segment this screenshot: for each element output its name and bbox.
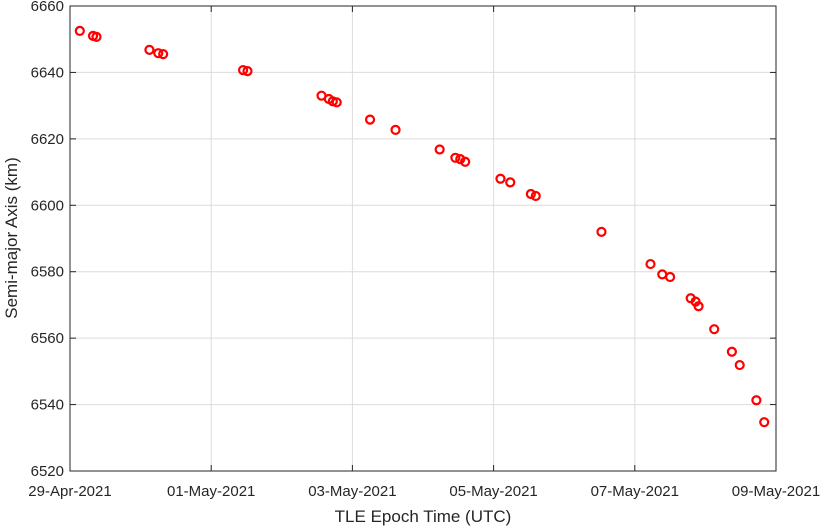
data-point	[331, 97, 342, 108]
data-point	[709, 324, 720, 335]
data-point	[434, 144, 445, 155]
y-tick-label: 6620	[31, 131, 64, 148]
data-point	[751, 395, 762, 406]
y-tick-label: 6560	[31, 330, 64, 347]
data-point	[505, 177, 516, 188]
y-axis-tick-labels: 6520 6540 6560 6580 6600 6620 6640 6660	[31, 0, 64, 480]
x-axis-label: TLE Epoch Time (UTC)	[335, 507, 512, 526]
data-point	[495, 173, 506, 184]
data-point	[759, 417, 770, 428]
y-tick-label: 6520	[31, 463, 64, 480]
x-tick-label: 05-May-2021	[449, 483, 537, 500]
data-point	[596, 226, 607, 237]
data-point	[645, 258, 656, 270]
data-point	[74, 25, 85, 37]
x-tick-label: 29-Apr-2021	[28, 483, 111, 500]
plot-area	[70, 6, 776, 471]
data-point	[364, 114, 376, 125]
y-tick-label: 6600	[31, 197, 64, 214]
data-point	[237, 65, 249, 76]
y-axis-label: Semi-major Axis (km)	[2, 157, 21, 319]
data-point	[153, 48, 164, 59]
data-point	[530, 190, 541, 202]
data-point	[390, 124, 401, 135]
data-points	[74, 25, 770, 428]
data-point	[525, 188, 536, 200]
x-tick-label: 03-May-2021	[308, 483, 396, 500]
x-axis-tick-labels: 29-Apr-2021 01-May-2021 03-May-2021 05-May-…	[28, 483, 820, 500]
y-tick-label: 6540	[31, 397, 64, 414]
y-tick-label: 6660	[31, 0, 64, 15]
x-tick-label: 01-May-2021	[167, 483, 255, 500]
data-point	[158, 49, 169, 60]
data-point	[460, 156, 471, 167]
y-tick-label: 6580	[31, 264, 64, 281]
data-point	[664, 271, 676, 283]
data-point	[144, 44, 155, 55]
data-point	[450, 152, 461, 163]
data-point	[91, 31, 102, 42]
x-tick-label: 07-May-2021	[591, 483, 679, 500]
axis-ticks	[69, 5, 777, 472]
data-point	[734, 359, 745, 371]
data-point	[242, 65, 253, 77]
data-point	[693, 301, 704, 312]
data-point	[726, 346, 737, 357]
y-tick-label: 6640	[31, 64, 64, 81]
x-tick-label: 09-May-2021	[732, 483, 820, 500]
plot-frame	[69, 5, 777, 472]
